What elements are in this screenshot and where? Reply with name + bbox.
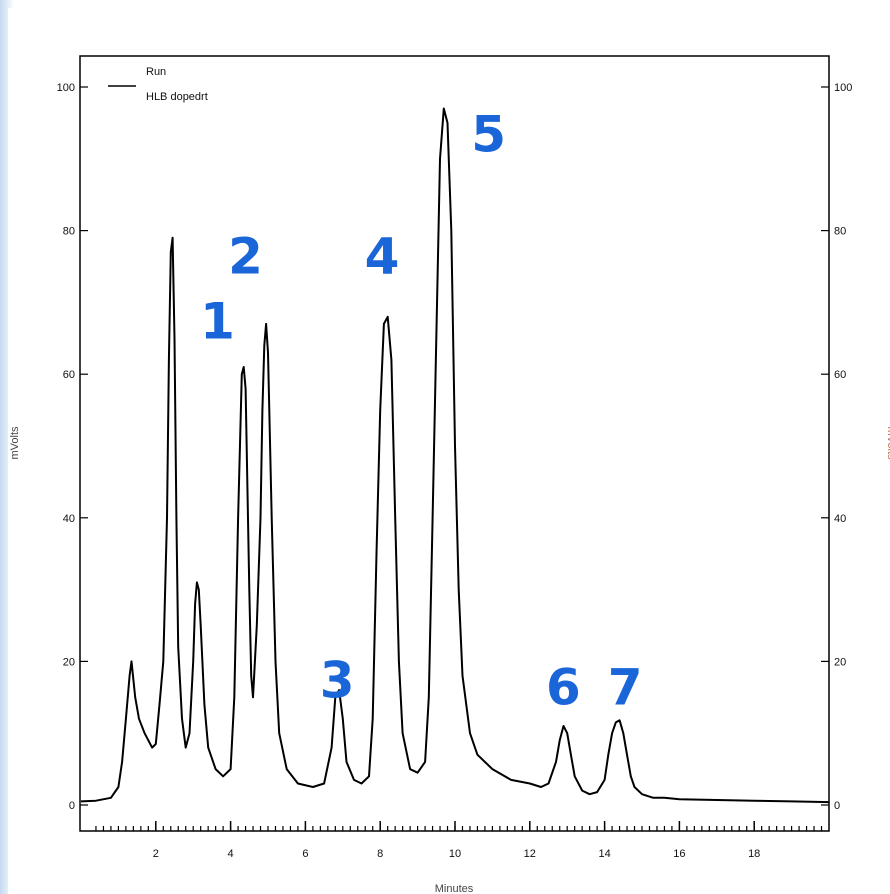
x-axis: 2 4 6 8 10 12 14 16 18	[95, 821, 823, 860]
y-tick-label-right-20: 20	[834, 656, 846, 668]
x-tick-label-18: 18	[748, 848, 760, 860]
y-tick-label-right-100: 100	[834, 82, 852, 94]
x-tick-label-16: 16	[673, 848, 685, 860]
y-tick-label-right-0: 0	[834, 800, 840, 812]
y-axis-left: 0 20 40 60 80 100	[57, 82, 88, 812]
peak-label-2: 2	[228, 228, 263, 286]
x-tick-label-14: 14	[598, 848, 610, 860]
x-tick-label-12: 12	[524, 848, 536, 860]
peak-label-5: 5	[471, 106, 506, 164]
y-tick-label-right-40: 40	[834, 513, 846, 525]
x-tick-label-8: 8	[377, 848, 383, 860]
y-tick-label-left-40: 40	[63, 513, 75, 525]
x-tick-label-10: 10	[449, 848, 461, 860]
peak-label-3: 3	[320, 651, 355, 709]
peak-labels: 1 2 3 4 5 6 7	[200, 106, 642, 717]
y-tick-label-right-80: 80	[834, 226, 846, 238]
y-axis-left-title: mVolts	[9, 426, 21, 460]
legend: Run HLB dopedrt	[108, 66, 208, 103]
y-tick-label-left-80: 80	[63, 226, 75, 238]
y-tick-label-left-100: 100	[57, 82, 75, 94]
peak-label-1: 1	[200, 292, 235, 350]
y-tick-label-left-20: 20	[63, 656, 75, 668]
chromatogram-trace	[80, 107, 830, 804]
legend-entry-run: Run	[146, 66, 166, 78]
peak-label-7: 7	[608, 658, 643, 716]
x-tick-label-2: 2	[153, 848, 159, 860]
peak-label-6: 6	[546, 658, 581, 716]
chart-frame: 0 20 40 60 80 100 0 20 40 60 80 100 2 4 6 8 10 12 14 16 18…	[8, 8, 890, 894]
x-axis-title: Minutes	[435, 883, 474, 894]
y-axis-right: 0 20 40 60 80 100	[821, 82, 852, 812]
x-tick-label-6: 6	[302, 848, 308, 860]
y-tick-label-right-60: 60	[834, 369, 846, 381]
legend-entry-sample: HLB dopedrt	[146, 91, 208, 103]
y-tick-label-left-60: 60	[63, 369, 75, 381]
y-axis-right-title: mVolts	[885, 426, 890, 460]
peak-label-4: 4	[365, 228, 400, 286]
x-tick-label-4: 4	[228, 848, 234, 860]
y-tick-label-left-0: 0	[69, 800, 75, 812]
